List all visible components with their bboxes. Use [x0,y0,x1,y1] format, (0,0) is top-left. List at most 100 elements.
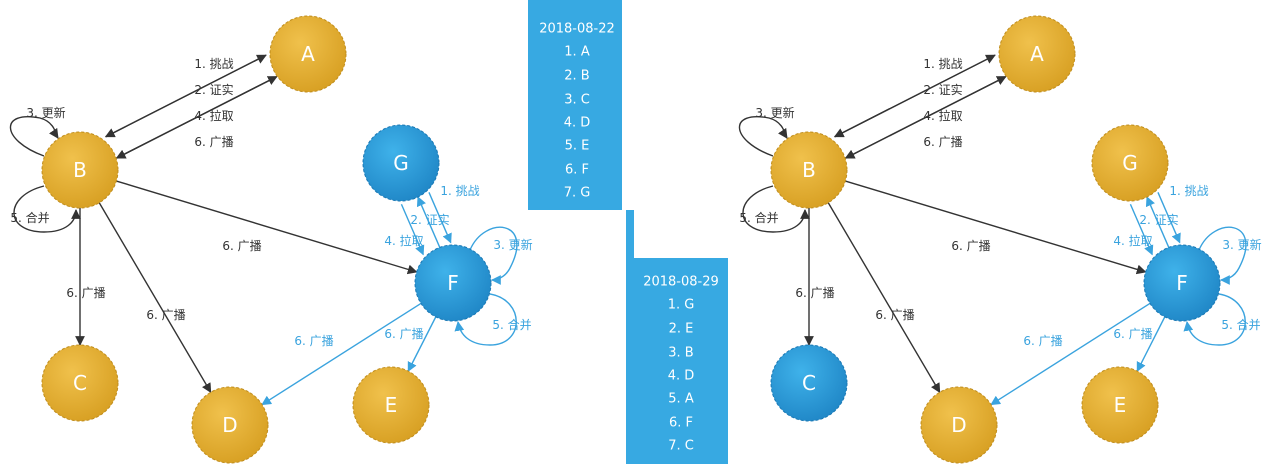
node-d: D [920,386,998,464]
timeline-item-first-5: 5. E [565,139,590,154]
edge-f-d-broadcast [990,302,1151,406]
node-circle-d [191,386,269,464]
node-circle-a [998,15,1076,93]
label-update-f: 3. 更新 [1222,237,1261,252]
node-e: E [1081,366,1159,444]
node-a: A [998,15,1076,93]
edge-a-b-pull [115,75,278,159]
node-circle-b [770,131,848,209]
timeline-item-first-3: 3. C [564,93,590,108]
edge-f-g-verify [1145,196,1170,248]
label-broadcast-bf: 6. 广播 [951,239,990,253]
timeline: 2018-08-22 1. A 2. B 3. C 4. D 5. E 6. F… [528,0,728,464]
node-label-c: C [73,371,87,395]
gossip-diagram-left: 1. 挑战 2. 证实 4. 拉取 6. 广播 3. 更新 5. 合并 6. 广播 6. 广播… [9,15,533,464]
label-challenge-gf: 1. 挑战 [440,184,479,198]
edge-b-f-broadcast [116,180,418,275]
edge-b-a-broadcast [834,54,996,138]
label-pull-ab: 4. 拉取 [923,108,962,123]
label-broadcast-bd: 6. 广播 [875,308,914,322]
node-label-a: A [301,42,315,66]
node-g: G [1091,124,1169,202]
node-c: C [770,344,848,422]
edge-g-f-pull [428,192,452,244]
label-challenge-ab: 1. 挑战 [923,57,962,71]
label-verify-gf: 2. 证实 [1139,212,1178,227]
node-circle-a [269,15,347,93]
node-label-b: B [73,158,87,182]
label-broadcast-bc: 6. 广播 [66,286,105,300]
label-challenge-ab: 1. 挑战 [194,57,233,71]
node-label-b: B [802,158,816,182]
node-d: D [191,386,269,464]
node-label-g: G [393,151,409,175]
timeline-item-second-4: 4. D [668,369,695,384]
timeline-item-second-7: 7. C [668,439,694,454]
node-circle-b [41,131,119,209]
loop-f-merge [454,293,517,346]
node-c: C [41,344,119,422]
node-label-d: D [222,413,237,437]
edge-b-d-broadcast [98,202,212,394]
edge-g-f-challenge [400,203,425,256]
label-broadcast-bd: 6. 广播 [146,308,185,322]
timeline-date-second: 2018-08-29 [643,275,719,290]
label-pull-gf: 4. 拉取 [1113,233,1152,248]
node-circle-g [362,124,440,202]
label-challenge-gf: 1. 挑战 [1169,184,1208,198]
node-circle-g [1091,124,1169,202]
label-pull-gf: 4. 拉取 [384,233,423,248]
label-merge-b: 5. 合并 [10,210,49,225]
edge-b-f-broadcast [845,180,1147,275]
label-broadcast-fe: 6. 广播 [1113,327,1152,341]
edge-a-b-pull [844,75,1007,159]
edge-f-e-broadcast [1136,316,1166,372]
label-broadcast-ab: 6. 广播 [923,135,962,149]
node-circle-d [920,386,998,464]
node-a: A [269,15,347,93]
node-circle-f [1143,244,1221,322]
label-update-b: 3. 更新 [755,105,794,120]
edge-b-d-broadcast [827,202,941,394]
label-merge-f: 5. 合并 [1221,317,1260,332]
loop-b-merge [742,185,810,233]
label-broadcast-fd: 6. 广播 [1023,334,1062,348]
edge-g-f-pull [1157,192,1181,244]
loop-f-merge [1183,293,1246,346]
edge-f-d-broadcast [261,302,422,406]
label-broadcast-ab: 6. 广播 [194,135,233,149]
timeline-item-first-2: 2. B [564,69,589,84]
label-pull-ab: 4. 拉取 [194,108,233,123]
loop-b-update [738,116,788,157]
timeline-item-second-3: 3. B [668,346,693,361]
timeline-item-second-2: 2. E [669,322,694,337]
node-e: E [352,366,430,444]
node-circle-c [770,344,848,422]
label-verify-ab: 2. 证实 [923,82,962,97]
timeline-item-first-4: 4. D [564,116,591,131]
edge-f-g-verify [416,196,441,248]
label-broadcast-bc: 6. 广播 [795,286,834,300]
node-label-f: F [1176,271,1188,295]
loop-f-update [469,226,518,285]
node-b: B [770,131,848,209]
loop-f-update [1198,226,1247,285]
label-broadcast-fd: 6. 广播 [294,334,333,348]
node-circle-f [414,244,492,322]
label-update-b: 3. 更新 [26,105,65,120]
edge-b-a-broadcast [105,54,267,138]
node-label-d: D [951,413,966,437]
node-label-c: C [802,371,816,395]
timeline-item-second-1: 1. G [668,298,695,313]
node-circle-e [352,366,430,444]
loop-b-update [9,116,59,157]
timeline-item-first-1: 1. A [564,45,590,60]
node-f: F [1143,244,1221,322]
node-label-e: E [1114,393,1127,417]
node-circle-c [41,344,119,422]
node-label-g: G [1122,151,1138,175]
timeline-item-second-5: 5. A [668,392,694,407]
node-g: G [362,124,440,202]
node-f: F [414,244,492,322]
